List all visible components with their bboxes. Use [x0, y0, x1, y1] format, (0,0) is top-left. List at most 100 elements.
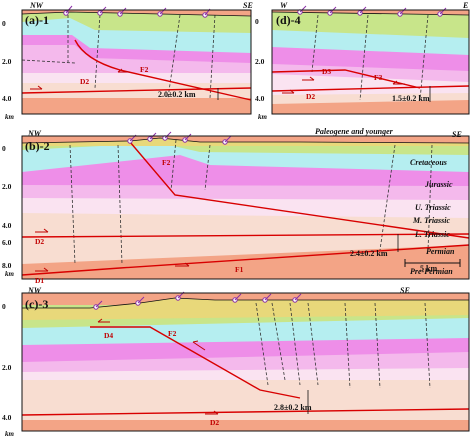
axial-trace	[209, 14, 216, 99]
axial-trace	[379, 144, 396, 251]
fault-f2	[129, 141, 470, 239]
fault-label-d2: D2	[210, 418, 219, 427]
fault-label-d2: D2	[35, 237, 44, 246]
unit-label-paleogene: Paleogene and younger	[315, 127, 394, 136]
axial-trace	[21, 59, 76, 64]
axial-trace	[307, 302, 319, 386]
unit-label-pre-permian: Pre-Permian	[410, 267, 453, 276]
orientation-right: SE	[243, 1, 253, 10]
panel-label: (d)-4	[276, 13, 301, 27]
paleogene-layer	[22, 298, 469, 320]
scale-label: 5 km	[420, 264, 437, 273]
depth-unit: km	[5, 270, 15, 278]
orientation-left: NW	[29, 1, 44, 10]
orientation-left: NW	[27, 286, 42, 295]
displacement-label: 2.8±0.2 km	[274, 403, 312, 412]
fault-d2	[271, 85, 470, 92]
panel-c: (c)-3 NW SE 0 2.0 4.0 km D4 F2 D2 2.8±0.…	[2, 286, 470, 438]
depth-tick: 2.0	[2, 57, 12, 66]
fault-label-d1: D1	[35, 276, 44, 285]
axial-trace	[204, 144, 211, 191]
panel-a-strata	[22, 10, 251, 114]
topography-line	[21, 11, 252, 17]
fault-label-f2: F2	[162, 158, 171, 167]
unit-label-upper-triassic: U. Triassic	[415, 203, 451, 212]
depth-tick: 8.0	[2, 261, 12, 270]
axial-trace	[374, 302, 381, 389]
cretaceous-layer	[272, 12, 469, 38]
fault-label-f2: F2	[168, 329, 177, 338]
axial-trace	[424, 302, 431, 389]
displacement-label: 2.4±0.2 km	[350, 249, 388, 258]
fault-label-f1: F1	[235, 265, 244, 274]
displacement-label: 2.0±0.2 km	[158, 90, 196, 99]
fault-d2	[21, 233, 470, 238]
panel-d-strata	[272, 10, 469, 114]
panel-b-strata	[22, 136, 469, 279]
fault-label-f2: F2	[140, 65, 149, 74]
fault-label-d2: D2	[80, 77, 89, 86]
unit-label-middle-triassic: M. Triassic	[412, 216, 450, 225]
fault-d2	[21, 408, 470, 416]
panel-b: 5 km (b)-2 NW SE 0 2.0 4.0 6.0 8.0 km F2…	[2, 127, 470, 285]
depth-tick: 4.0	[2, 413, 12, 422]
depth-tick: 2.0	[2, 363, 12, 372]
panel-frame	[21, 135, 470, 280]
panel-label: (b)-2	[25, 139, 50, 153]
fault-label-d2: D2	[306, 92, 315, 101]
topography-line	[21, 137, 470, 144]
orientation-right: SE	[400, 286, 410, 295]
depth-tick: 0	[2, 302, 6, 311]
panel-a: (a)-1 NW SE 0 2.0 4.0 km D2 F2 2.0±0.2 k…	[2, 1, 253, 121]
dip-symbols	[63, 5, 211, 18]
fault-d2	[21, 87, 252, 94]
axial-trace	[419, 14, 429, 101]
depth-tick: 0	[2, 144, 6, 153]
orientation-left: W	[280, 1, 288, 10]
axial-trace	[271, 302, 286, 381]
depth-unit: km	[5, 113, 15, 121]
axial-trace	[170, 139, 177, 191]
depth-tick: 4.0	[255, 94, 265, 103]
dip-symbols	[93, 291, 302, 310]
panel-label: (a)-1	[25, 13, 49, 27]
unit-label-lower-triassic: L. Triassic	[414, 230, 450, 239]
axial-trace	[359, 14, 369, 101]
panel-frame	[21, 292, 470, 432]
depth-tick: 0	[2, 19, 6, 28]
topography-line	[271, 11, 470, 16]
orientation-right: SE	[452, 130, 462, 139]
axial-trace	[344, 302, 351, 389]
dip-symbols	[127, 131, 232, 145]
depth-tick: 0	[255, 17, 259, 26]
depth-tick: 2.0	[2, 182, 12, 191]
fault-f2	[90, 326, 301, 399]
axial-trace	[311, 14, 319, 73]
fault-label-d3: D3	[322, 67, 331, 76]
depth-tick: 4.0	[2, 221, 12, 230]
depth-unit: km	[5, 430, 15, 438]
panel-frame	[271, 9, 470, 115]
depth-unit: km	[258, 113, 268, 121]
fault-f1	[21, 244, 470, 276]
fault-label-f3: F3	[374, 73, 383, 82]
unit-label-jurassic: Jurassic	[424, 180, 453, 189]
depth-tick: 2.0	[255, 57, 265, 66]
depth-tick: 6.0	[2, 238, 12, 247]
unit-label-permian: Permian	[426, 247, 455, 256]
panel-d: (d)-4 W E 0 2.0 4.0 km D3 F3 D2 1.5±0.2 …	[255, 1, 470, 121]
cretaceous-layer	[22, 12, 251, 33]
panel-label: (c)-3	[25, 297, 48, 311]
fault-label-d4: D4	[104, 331, 113, 340]
panel-c-strata	[22, 293, 469, 431]
topography-line	[22, 297, 469, 309]
orientation-right: E	[462, 1, 468, 10]
axial-trace	[289, 302, 301, 386]
orientation-left: NW	[27, 129, 42, 138]
axial-trace	[167, 14, 181, 99]
unit-label-cretaceous: Cretaceous	[410, 158, 447, 167]
axial-trace	[255, 302, 269, 386]
displacement-label: 1.5±0.2 km	[392, 94, 430, 103]
panel-frame	[21, 9, 252, 115]
